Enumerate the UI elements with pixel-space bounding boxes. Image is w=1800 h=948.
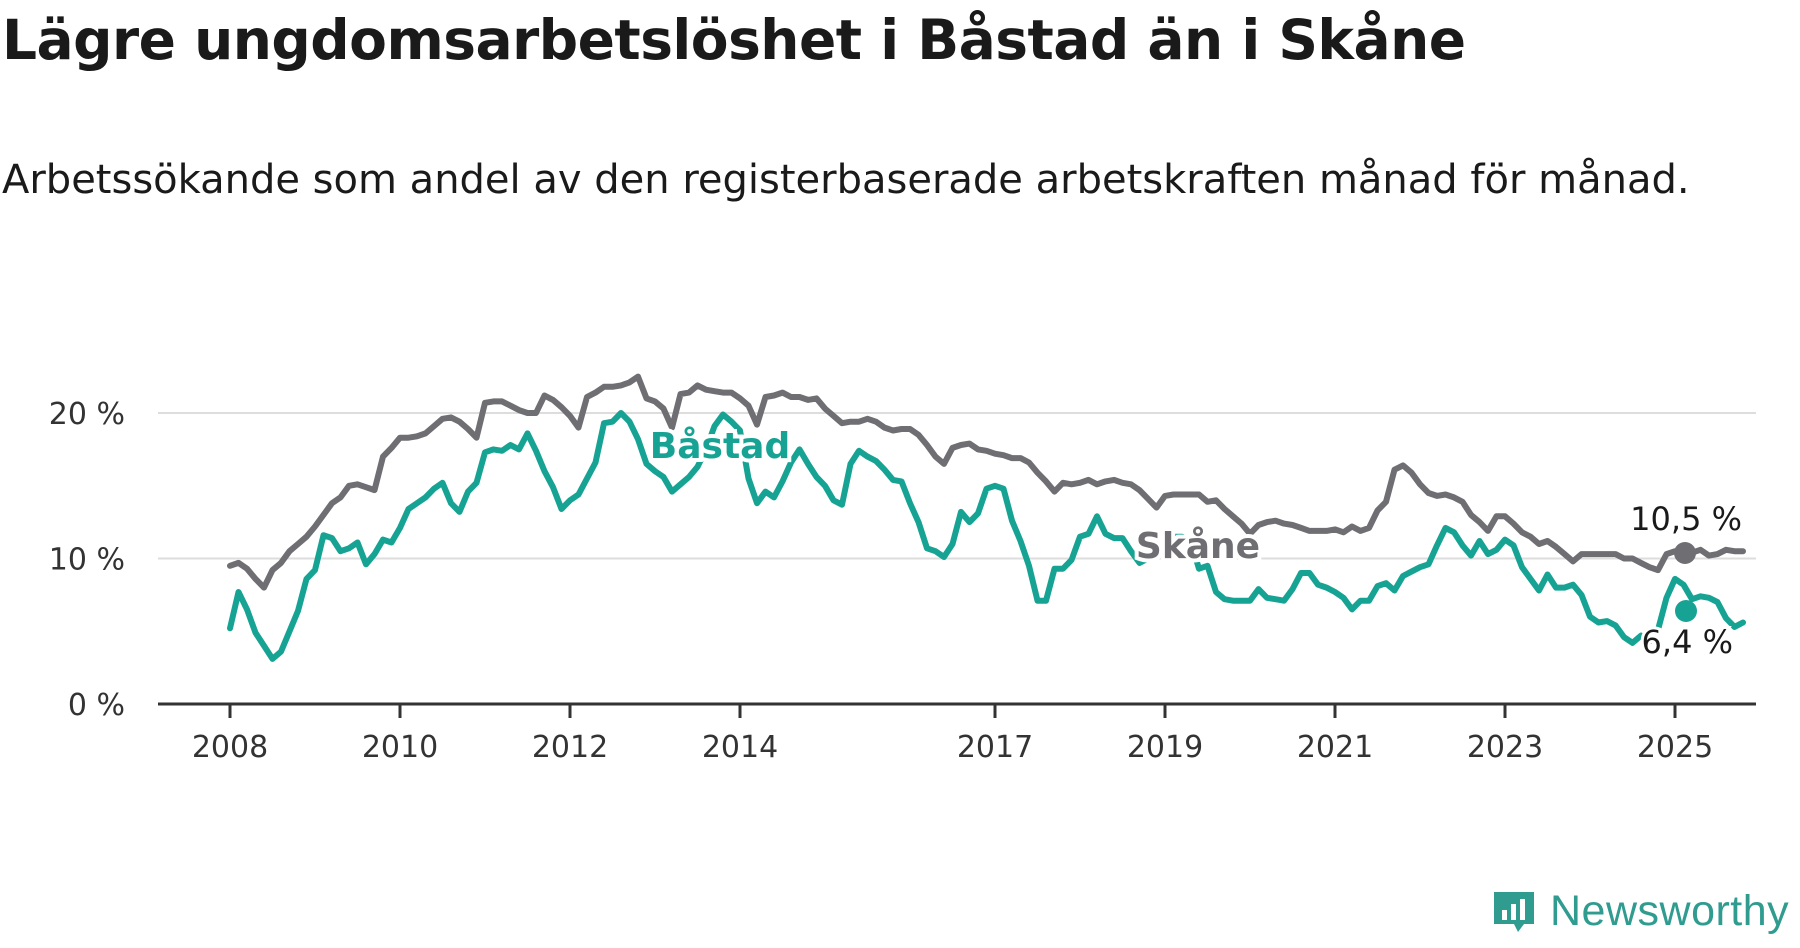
chart-title: Lägre ungdomsarbetslöshet i Båstad än i … bbox=[2, 8, 1466, 72]
x-tick-label: 2012 bbox=[532, 730, 608, 765]
brand-logo-block: Newsworthy bbox=[1490, 887, 1789, 936]
x-tick-label: 2021 bbox=[1297, 730, 1373, 765]
x-tick-label: 2014 bbox=[702, 730, 778, 765]
x-tick-label: 2008 bbox=[192, 730, 268, 765]
y-tick-label: 10 % bbox=[49, 543, 125, 578]
x-tick-label: 2010 bbox=[362, 730, 438, 765]
skane-end-dot bbox=[1674, 542, 1696, 564]
y-tick-label: 0 % bbox=[68, 688, 125, 723]
series-line-bastad bbox=[227, 410, 1746, 662]
skane-series-label: Skåne bbox=[1136, 526, 1260, 567]
x-tick-label: 2023 bbox=[1467, 730, 1543, 765]
bastad-end-label: 6,4 % bbox=[1642, 623, 1733, 661]
bastad-end-dot bbox=[1675, 600, 1697, 622]
skane-end-label: 10,5 % bbox=[1630, 500, 1742, 538]
y-tick-label: 20 % bbox=[49, 397, 125, 432]
x-tick-label: 2017 bbox=[957, 730, 1033, 765]
bar-chart-icon bbox=[1494, 891, 1534, 932]
bastad-series-label: Båstad bbox=[650, 426, 790, 467]
brand-name: Newsworthy bbox=[1550, 887, 1790, 935]
series-line-skane bbox=[227, 373, 1746, 591]
x-tick-label: 2019 bbox=[1127, 730, 1203, 765]
x-tick-label: 2025 bbox=[1637, 730, 1713, 765]
chart-subtitle: Arbetssökande som andel av den registerb… bbox=[2, 157, 1690, 203]
